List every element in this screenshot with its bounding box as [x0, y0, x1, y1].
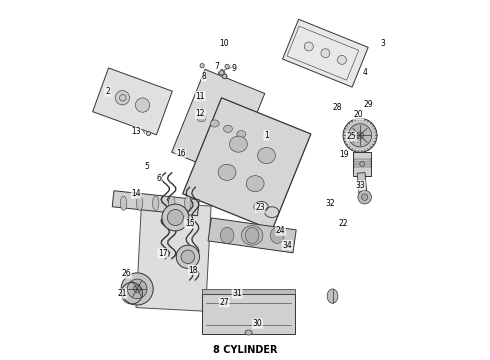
Text: 9: 9 [232, 64, 237, 73]
Polygon shape [202, 289, 295, 294]
Ellipse shape [219, 69, 225, 76]
Text: 23: 23 [255, 203, 265, 212]
Text: 5: 5 [145, 162, 149, 171]
Text: 15: 15 [185, 219, 195, 228]
Polygon shape [183, 98, 311, 230]
Text: 29: 29 [364, 100, 373, 109]
Text: 27: 27 [220, 298, 229, 307]
Text: 10: 10 [220, 39, 229, 48]
Text: 26: 26 [122, 269, 131, 278]
Text: 33: 33 [355, 181, 365, 190]
Ellipse shape [147, 131, 151, 136]
Ellipse shape [167, 210, 183, 226]
Text: 8: 8 [201, 72, 206, 81]
Text: 22: 22 [339, 219, 348, 228]
Text: 34: 34 [282, 240, 292, 249]
Ellipse shape [152, 196, 159, 210]
Polygon shape [112, 191, 199, 216]
Ellipse shape [270, 227, 284, 243]
Polygon shape [172, 69, 265, 176]
Ellipse shape [304, 42, 313, 51]
Polygon shape [354, 158, 371, 162]
Ellipse shape [134, 285, 141, 293]
Ellipse shape [127, 279, 147, 299]
Ellipse shape [222, 74, 227, 79]
Text: 21: 21 [117, 289, 126, 298]
Ellipse shape [321, 49, 330, 58]
Ellipse shape [338, 55, 346, 64]
Text: 1: 1 [264, 131, 269, 140]
Ellipse shape [258, 148, 275, 163]
Ellipse shape [162, 204, 189, 231]
Polygon shape [354, 164, 371, 167]
Ellipse shape [327, 289, 338, 303]
Text: 13: 13 [131, 127, 141, 136]
Ellipse shape [225, 64, 229, 68]
Text: 3: 3 [380, 39, 385, 48]
Ellipse shape [229, 136, 247, 152]
Polygon shape [93, 68, 172, 135]
Polygon shape [357, 172, 367, 198]
Ellipse shape [135, 98, 149, 112]
Text: 28: 28 [332, 103, 342, 112]
Ellipse shape [115, 91, 129, 105]
Text: 4: 4 [362, 68, 367, 77]
Ellipse shape [120, 95, 126, 101]
Ellipse shape [348, 124, 371, 147]
Ellipse shape [222, 74, 227, 78]
Text: 7: 7 [215, 62, 220, 71]
Text: 32: 32 [325, 199, 335, 208]
Text: 30: 30 [253, 319, 262, 328]
Text: 2: 2 [105, 87, 110, 96]
Ellipse shape [200, 64, 204, 68]
Text: 6: 6 [157, 175, 162, 184]
Text: 31: 31 [232, 289, 242, 298]
Ellipse shape [237, 131, 245, 138]
Ellipse shape [358, 190, 371, 204]
Ellipse shape [197, 114, 206, 122]
Ellipse shape [242, 226, 263, 245]
Ellipse shape [136, 196, 143, 210]
Ellipse shape [210, 120, 219, 127]
Text: 20: 20 [354, 111, 364, 120]
Ellipse shape [220, 227, 234, 243]
Polygon shape [202, 294, 295, 334]
Ellipse shape [223, 125, 232, 132]
Text: 16: 16 [176, 149, 186, 158]
Text: 14: 14 [131, 189, 141, 198]
Ellipse shape [245, 227, 259, 243]
Text: 17: 17 [158, 249, 168, 258]
Ellipse shape [121, 273, 153, 305]
Ellipse shape [218, 164, 236, 180]
Polygon shape [283, 19, 368, 87]
Text: 11: 11 [196, 91, 205, 100]
Polygon shape [208, 218, 296, 253]
Text: 8 CYLINDER: 8 CYLINDER [213, 345, 277, 355]
Ellipse shape [198, 96, 202, 100]
Text: 24: 24 [276, 226, 286, 235]
Text: 18: 18 [189, 266, 198, 275]
Ellipse shape [343, 118, 377, 152]
Ellipse shape [185, 196, 191, 210]
Ellipse shape [176, 245, 199, 269]
Ellipse shape [362, 194, 368, 201]
Ellipse shape [181, 250, 195, 264]
Polygon shape [353, 152, 371, 176]
Polygon shape [136, 202, 211, 311]
Text: 25: 25 [346, 132, 356, 141]
Ellipse shape [245, 330, 252, 335]
Ellipse shape [360, 161, 365, 166]
Text: 12: 12 [196, 109, 205, 118]
Ellipse shape [169, 196, 175, 210]
Ellipse shape [246, 176, 264, 192]
Ellipse shape [356, 132, 364, 139]
Ellipse shape [220, 71, 224, 75]
Text: 19: 19 [340, 150, 349, 159]
Ellipse shape [121, 196, 127, 210]
